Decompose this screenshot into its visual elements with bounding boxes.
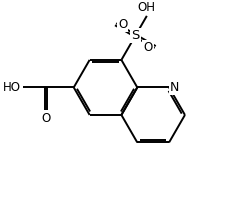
Text: O: O: [143, 41, 152, 54]
Text: N: N: [169, 81, 179, 94]
Text: O: O: [41, 112, 50, 125]
Text: HO: HO: [3, 81, 21, 94]
Text: O: O: [118, 18, 127, 31]
Text: OH: OH: [137, 1, 155, 14]
Text: S: S: [131, 29, 139, 42]
